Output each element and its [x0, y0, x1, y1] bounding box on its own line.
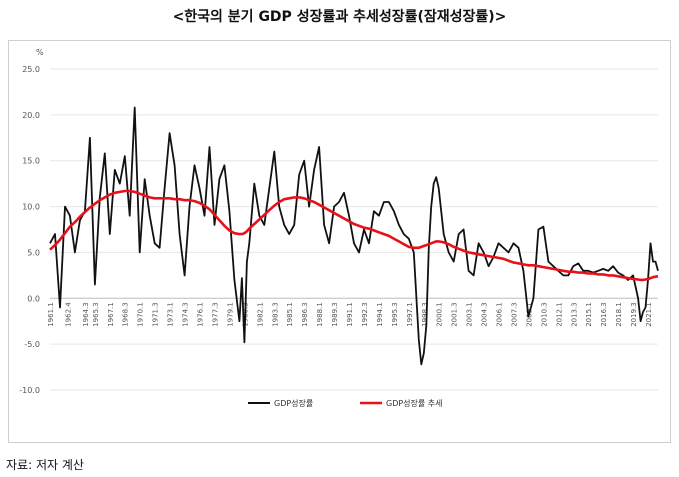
x-tick-label: 2004.3 [481, 302, 489, 327]
x-tick-label: 2019.3 [630, 302, 638, 327]
y-tick-label: 25.0 [22, 65, 40, 74]
x-tick-label: 1970.1 [137, 302, 145, 327]
x-tick-label: 2015.1 [585, 302, 593, 327]
x-tick-label: 1986.3 [301, 302, 309, 327]
x-tick-label: 2021.1 [645, 302, 653, 327]
grid-lines [50, 68, 658, 391]
y-tick-label: 10.0 [22, 203, 40, 212]
x-tick-label: 1971.3 [152, 302, 160, 327]
x-tick-label: 2012.1 [555, 302, 563, 327]
x-tick-label: 2001.3 [451, 302, 459, 327]
x-tick-label: 1964.3 [82, 302, 90, 327]
x-tick-label: 1988.1 [316, 302, 324, 327]
x-tick-label: 1998.3 [421, 302, 429, 327]
x-tick-label: 1997.1 [406, 302, 414, 327]
x-tick-label: 1983.3 [271, 302, 279, 327]
x-tick-label: 1982.1 [256, 302, 264, 327]
x-tick-label: 2013.3 [570, 302, 578, 327]
x-tick-label: 1995.3 [391, 302, 399, 327]
x-tick-label: 1965.3 [92, 302, 100, 327]
legend-label: GDP성장률 추세 [386, 398, 443, 408]
y-tick-label: 20.0 [22, 111, 40, 120]
x-tick-label: 1994.1 [376, 302, 384, 327]
x-tick-label: 1992.3 [361, 302, 369, 327]
chart-title: <한국의 분기 GDP 성장률과 추세성장률(잠재성장률)> [172, 9, 507, 25]
x-tick-label: 1991.1 [346, 302, 354, 327]
series-lines [49, 106, 659, 366]
y-tick-label: 5.0 [27, 248, 40, 257]
chart-frame [8, 40, 671, 443]
x-tick-label: 2016.3 [600, 302, 608, 327]
series-line-gdp-growth [49, 106, 659, 366]
x-tick-label: 2007.3 [510, 302, 518, 327]
x-tick-label: 1974.3 [182, 302, 190, 327]
y-tick-label: 0.0 [27, 294, 40, 303]
x-tick-label: 2010.3 [540, 302, 548, 327]
x-tick-label: 2006.1 [496, 302, 504, 327]
x-tick-label: 1989.3 [331, 302, 339, 327]
x-tick-label: 1985.1 [286, 302, 294, 327]
y-tick-label: -10.0 [19, 386, 40, 395]
x-tick-label: 1973.1 [167, 302, 175, 327]
legend-label: GDP성장률 [274, 398, 313, 408]
series-line-trend [49, 189, 659, 282]
x-axis-ticks: 1961.1 1962.4 1964.3 1965.3 1967.1 1968.3 1970… [47, 302, 653, 327]
x-tick-label: 1967.1 [107, 302, 115, 327]
y-tick-label: 15.0 [22, 157, 40, 166]
x-tick-label: 2018.1 [615, 302, 623, 327]
source-note: 자료: 저자 계산 [6, 458, 84, 472]
y-axis-ticks: 25.0 20.0 15.0 10.0 5.0 0.0 -5.0 -10.0 [19, 65, 40, 395]
y-axis-unit-label: % [36, 48, 44, 57]
x-tick-label: 1962.4 [64, 302, 72, 327]
x-tick-label: 1979.1 [226, 302, 234, 327]
x-tick-label: 2003.1 [466, 302, 474, 327]
x-tick-label: 1968.3 [122, 302, 130, 327]
x-tick-label: 1961.1 [47, 302, 55, 327]
y-tick-label: -5.0 [24, 340, 40, 349]
x-tick-label: 1976.1 [197, 302, 205, 327]
x-tick-label: 1977.3 [211, 302, 219, 327]
legend: GDP성장률 GDP성장률 추세 [248, 398, 443, 408]
x-tick-label: 2000.1 [436, 302, 444, 327]
